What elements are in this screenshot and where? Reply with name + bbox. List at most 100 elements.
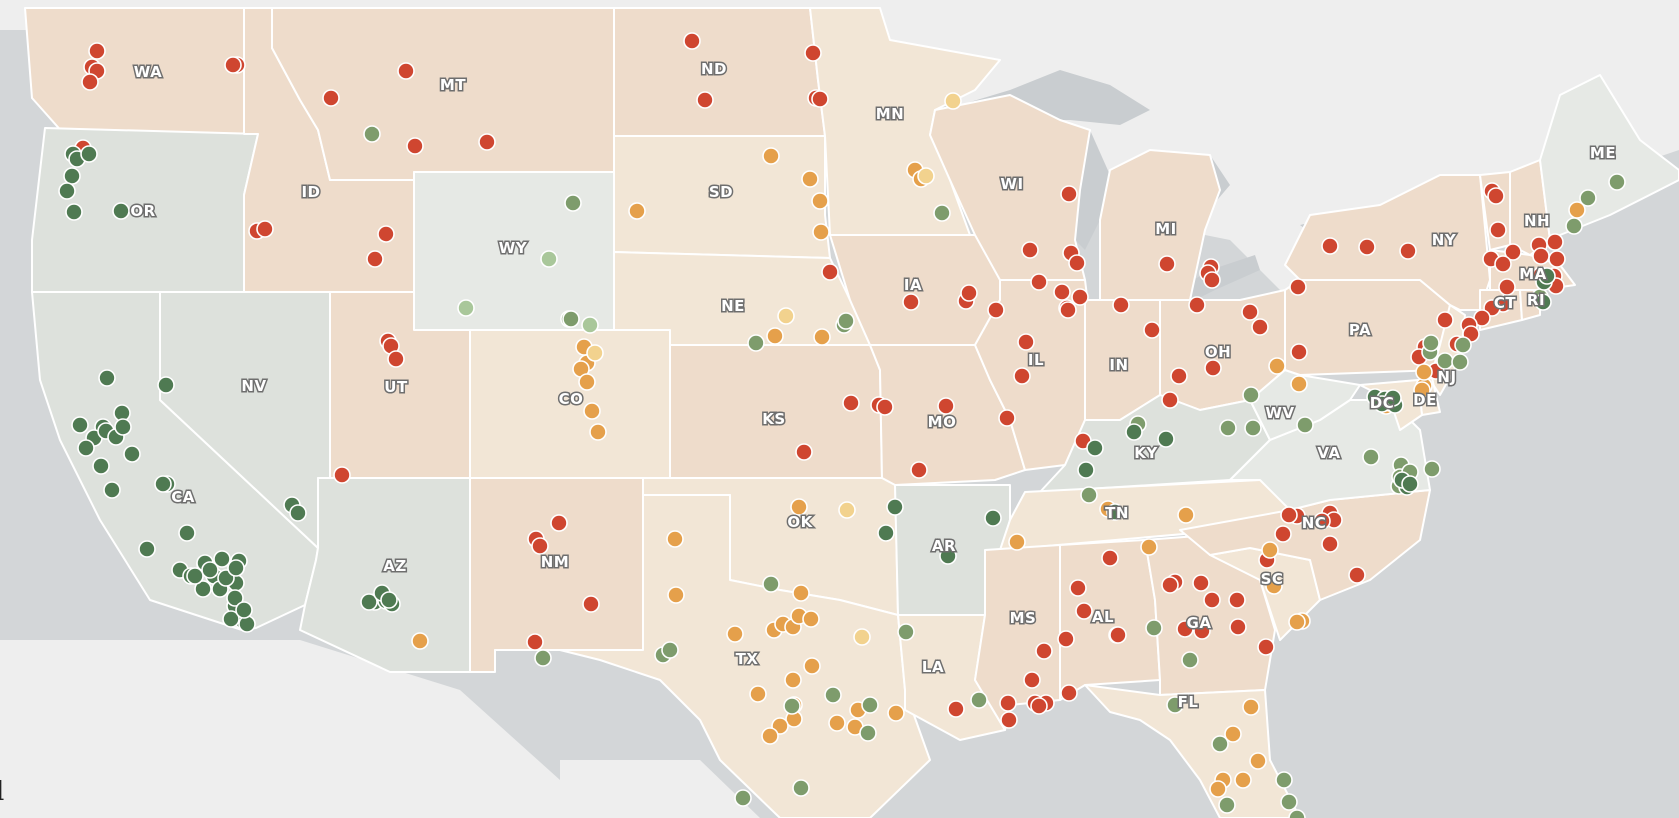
marker-low[interactable] xyxy=(1608,173,1626,191)
marker-low[interactable] xyxy=(747,334,765,352)
marker-high[interactable] xyxy=(1548,250,1566,268)
marker-high[interactable] xyxy=(366,250,384,268)
marker-lowest[interactable] xyxy=(138,540,156,558)
marker-high[interactable] xyxy=(1348,566,1366,584)
marker-low[interactable] xyxy=(1451,353,1469,371)
marker-low[interactable] xyxy=(1288,809,1306,818)
marker-high[interactable] xyxy=(1143,321,1161,339)
marker-high[interactable] xyxy=(1017,333,1035,351)
marker-mid[interactable] xyxy=(1008,533,1026,551)
marker-mid[interactable] xyxy=(1415,363,1433,381)
marker-low[interactable] xyxy=(1275,771,1293,789)
marker-lowest[interactable] xyxy=(112,202,130,220)
marker-midlight[interactable] xyxy=(586,344,604,362)
marker-low[interactable] xyxy=(762,575,780,593)
marker-mid[interactable] xyxy=(1242,698,1260,716)
marker-mid[interactable] xyxy=(1261,541,1279,559)
marker-low[interactable] xyxy=(1218,796,1236,814)
marker-mid[interactable] xyxy=(828,714,846,732)
marker-low[interactable] xyxy=(1422,334,1440,352)
marker-lowest[interactable] xyxy=(1086,439,1104,457)
marker-high[interactable] xyxy=(1546,233,1564,251)
marker-low[interactable] xyxy=(837,312,855,330)
marker-lowest[interactable] xyxy=(92,457,110,475)
marker-low[interactable] xyxy=(1211,735,1229,753)
marker-low[interactable] xyxy=(933,204,951,222)
marker-high[interactable] xyxy=(876,398,894,416)
marker-mid[interactable] xyxy=(726,625,744,643)
marker-high[interactable] xyxy=(1290,343,1308,361)
marker-mid[interactable] xyxy=(1177,506,1195,524)
marker-low[interactable] xyxy=(859,724,877,742)
marker-lowest[interactable] xyxy=(226,589,244,607)
marker-high[interactable] xyxy=(333,466,351,484)
marker-mid[interactable] xyxy=(1209,780,1227,798)
marker-high[interactable] xyxy=(1251,318,1269,336)
marker-high[interactable] xyxy=(531,537,549,555)
marker-high[interactable] xyxy=(1176,620,1194,638)
marker-high[interactable] xyxy=(1071,288,1089,306)
marker-high[interactable] xyxy=(1030,273,1048,291)
marker-lowest[interactable] xyxy=(186,567,204,585)
marker-high[interactable] xyxy=(1192,574,1210,592)
marker-high[interactable] xyxy=(1158,255,1176,273)
marker-mid[interactable] xyxy=(802,610,820,628)
marker-lowest[interactable] xyxy=(98,369,116,387)
marker-low[interactable] xyxy=(1436,352,1454,370)
marker-low[interactable] xyxy=(792,779,810,797)
marker-mid[interactable] xyxy=(578,373,596,391)
marker-lowest[interactable] xyxy=(360,593,378,611)
marker-high[interactable] xyxy=(902,293,920,311)
marker-lowest[interactable] xyxy=(213,550,231,568)
marker-low[interactable] xyxy=(824,686,842,704)
marker-lowest[interactable] xyxy=(201,561,219,579)
state-MI[interactable] xyxy=(1099,149,1221,301)
marker-lowest[interactable] xyxy=(877,524,895,542)
marker-low[interactable] xyxy=(1219,419,1237,437)
marker-lowest[interactable] xyxy=(289,504,307,522)
state-AZ[interactable] xyxy=(299,477,471,673)
marker-mid[interactable] xyxy=(1249,752,1267,770)
marker-high[interactable] xyxy=(1358,238,1376,256)
marker-high[interactable] xyxy=(1161,576,1179,594)
marker-high[interactable] xyxy=(1313,512,1331,530)
marker-lowest[interactable] xyxy=(1157,430,1175,448)
marker-high[interactable] xyxy=(1000,711,1018,729)
marker-lowest[interactable] xyxy=(1384,389,1402,407)
marker-mid[interactable] xyxy=(790,498,808,516)
marker-mid[interactable] xyxy=(813,328,831,346)
marker-low[interactable] xyxy=(1565,217,1583,235)
marker-high[interactable] xyxy=(224,56,242,74)
marker-low[interactable] xyxy=(1454,336,1472,354)
marker-lowest[interactable] xyxy=(886,498,904,516)
marker-mid[interactable] xyxy=(589,423,607,441)
marker-low[interactable] xyxy=(1579,189,1597,207)
marker-mid[interactable] xyxy=(812,223,830,241)
marker-mid[interactable] xyxy=(803,657,821,675)
marker-mid[interactable] xyxy=(1290,375,1308,393)
marker-high[interactable] xyxy=(256,220,274,238)
marker-lowest[interactable] xyxy=(1534,293,1552,311)
marker-high[interactable] xyxy=(1504,243,1522,261)
marker-high[interactable] xyxy=(1203,591,1221,609)
marker-low[interactable] xyxy=(1181,651,1199,669)
marker-high[interactable] xyxy=(550,514,568,532)
marker-lowlight[interactable] xyxy=(581,316,599,334)
marker-high[interactable] xyxy=(1188,296,1206,314)
marker-high[interactable] xyxy=(696,91,714,109)
marker-lowest[interactable] xyxy=(154,475,172,493)
marker-lowest[interactable] xyxy=(235,601,253,619)
marker-mid[interactable] xyxy=(792,584,810,602)
marker-low[interactable] xyxy=(1244,419,1262,437)
marker-high[interactable] xyxy=(1109,626,1127,644)
marker-lowest[interactable] xyxy=(58,182,76,200)
marker-high[interactable] xyxy=(1280,506,1298,524)
marker-high[interactable] xyxy=(795,443,813,461)
marker-high[interactable] xyxy=(1487,187,1505,205)
marker-low[interactable] xyxy=(1145,619,1163,637)
marker-mid[interactable] xyxy=(583,402,601,420)
marker-lowest[interactable] xyxy=(103,481,121,499)
marker-high[interactable] xyxy=(1436,311,1454,329)
marker-high[interactable] xyxy=(1321,237,1339,255)
marker-lowlight[interactable] xyxy=(457,299,475,317)
